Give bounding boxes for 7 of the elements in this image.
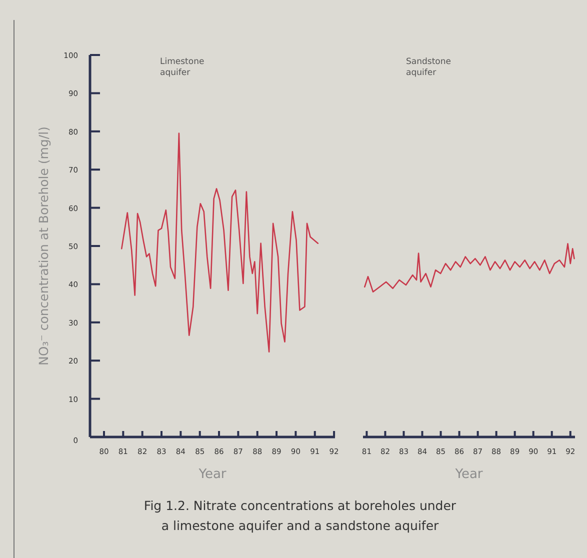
text: Limestone aquifer	[160, 57, 204, 78]
caption: Fig 1.2. Nitrate concentrations at boreholes under a limestone aquifer and a sandstone aquifer	[144, 498, 457, 533]
x-axis-title: Year	[454, 467, 484, 482]
text: Sandstone aquifer	[406, 57, 451, 78]
line-series	[120, 132, 319, 352]
x-axis-title: Year	[198, 467, 227, 482]
y-axis-title: NO₃⁻ concentration at Borehole (mg/l)	[36, 126, 51, 366]
